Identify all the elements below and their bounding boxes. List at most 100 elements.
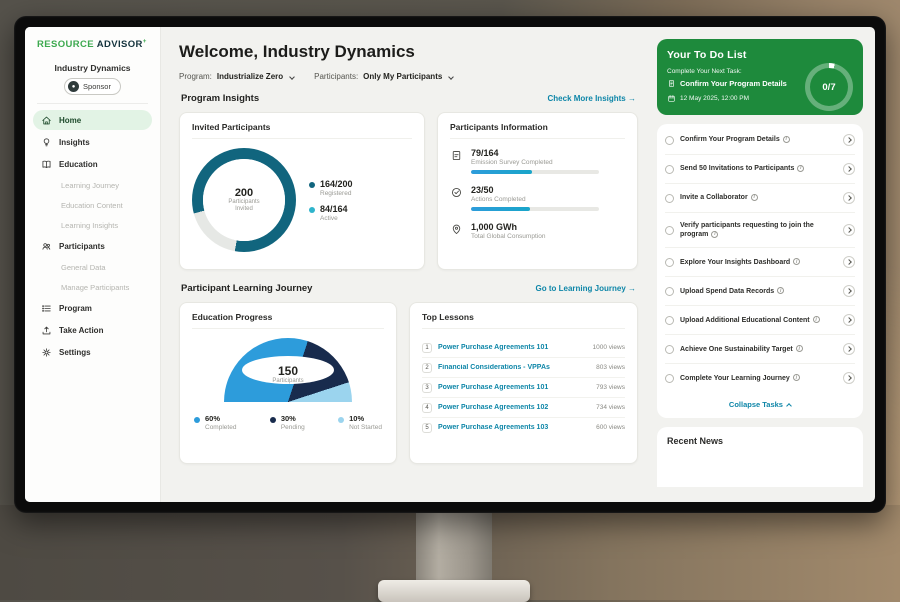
chevron-right-icon[interactable] <box>843 314 855 327</box>
recent-news-title: Recent News <box>667 436 724 447</box>
lesson-row[interactable]: 4 Power Purchase Agreements 102 734 view… <box>422 398 625 418</box>
sidebar-item-take-action[interactable]: Take Action <box>33 320 152 340</box>
task-checkbox[interactable] <box>665 373 674 383</box>
sidebar-item-learning-insights[interactable]: Learning Insights <box>61 220 119 230</box>
task-checkbox[interactable] <box>665 135 674 145</box>
task-row[interactable]: Explore Your Insights Dashboard <box>665 248 855 278</box>
program-insights-header: Program Insights Check More Insights → <box>181 93 636 104</box>
sponsor-badge[interactable]: ● Sponsor <box>64 78 121 96</box>
info-icon[interactable] <box>777 287 785 295</box>
check-more-insights-link[interactable]: Check More Insights → <box>547 94 636 103</box>
info-icon[interactable] <box>797 165 805 173</box>
stat-actions-completed: 23/50 Actions Completed <box>450 185 625 211</box>
sidebar-item-education[interactable]: Education <box>33 154 152 174</box>
sidebar-item-settings[interactable]: Settings <box>33 342 152 362</box>
task-row[interactable]: Invite a Collaborator <box>665 184 855 213</box>
invited-total-label: Participants Invited <box>228 198 260 213</box>
lesson-row[interactable]: 1 Power Purchase Agreements 101 1000 vie… <box>422 338 625 358</box>
chevron-right-icon[interactable] <box>843 372 855 385</box>
task-row[interactable]: Send 50 Invitations to Participants <box>665 155 855 184</box>
info-icon[interactable] <box>711 230 719 238</box>
task-row[interactable]: Confirm Your Program Details <box>665 126 855 155</box>
learning-cards-row: Education Progress 150 Participants 60% C… <box>179 302 638 464</box>
task-checkbox[interactable] <box>665 257 674 267</box>
lesson-title-link[interactable]: Power Purchase Agreements 103 <box>438 424 549 431</box>
sidebar-item-manage-participants[interactable]: Manage Participants <box>61 282 130 292</box>
go-to-learning-journey-link[interactable]: Go to Learning Journey → <box>535 284 636 293</box>
task-checkbox[interactable] <box>665 193 674 203</box>
lesson-title-link[interactable]: Power Purchase Agreements 102 <box>438 404 549 411</box>
sidebar-item-participants[interactable]: Participants <box>33 236 152 256</box>
program-dropdown[interactable]: Program: Industrialize Zero <box>179 72 295 81</box>
chevron-right-icon[interactable] <box>843 134 855 146</box>
info-icon[interactable] <box>795 345 803 353</box>
invited-participants-card: Invited Participants 200 Participants In… <box>179 112 425 270</box>
sidebar-item-learning-journey[interactable]: Learning Journey <box>61 180 119 190</box>
sidebar-item-home[interactable]: Home <box>33 110 152 131</box>
completed-value: 60% <box>205 414 221 423</box>
sidebar-divider <box>37 103 148 105</box>
info-icon[interactable] <box>793 258 801 266</box>
emission-survey-value: 79/164 <box>471 148 499 158</box>
task-checkbox[interactable] <box>665 344 674 354</box>
chevron-right-icon[interactable] <box>843 224 855 237</box>
task-row[interactable]: Verify participants requesting to join t… <box>665 213 855 249</box>
lightbulb-icon <box>43 138 50 146</box>
todo-title: Your To Do List <box>667 49 747 61</box>
info-icon[interactable] <box>812 316 820 324</box>
sidebar-item-education-content[interactable]: Education Content <box>61 200 123 210</box>
task-label: Upload Additional Educational Content <box>680 316 837 325</box>
lesson-title-link[interactable]: Power Purchase Agreements 101 <box>438 384 549 391</box>
invited-donut-center: 200 Participants Invited <box>203 159 285 241</box>
active-dot <box>309 206 315 213</box>
collapse-tasks-link[interactable]: Collapse Tasks <box>665 392 855 416</box>
info-icon[interactable] <box>792 374 800 382</box>
lesson-views: 803 views <box>596 364 625 371</box>
pending-value: 30% <box>280 414 296 423</box>
info-icon[interactable] <box>750 194 758 202</box>
task-row[interactable]: Complete Your Learning Journey <box>665 364 855 392</box>
registered-dot <box>309 181 315 188</box>
todo-next-task[interactable]: Confirm Your Program Details <box>667 79 807 88</box>
lesson-row[interactable]: 5 Power Purchase Agreements 103 600 view… <box>422 418 625 437</box>
task-row[interactable]: Upload Additional Educational Content <box>665 306 855 336</box>
program-insights-title: Program Insights <box>181 93 260 104</box>
chevron-right-icon[interactable] <box>843 256 855 269</box>
task-checkbox[interactable] <box>665 315 674 325</box>
check-circle-icon <box>451 187 462 198</box>
lesson-title-link[interactable]: Power Purchase Agreements 101 <box>438 344 549 351</box>
program-filter-value: Industrialize Zero <box>216 72 284 81</box>
arrow-right-icon: → <box>628 94 636 103</box>
legend-not-started: 10% Not Started <box>338 414 382 431</box>
pending-dot <box>269 417 276 423</box>
sponsor-icon: ● <box>68 81 80 93</box>
task-checkbox[interactable] <box>665 164 674 174</box>
chevron-right-icon[interactable] <box>843 285 855 298</box>
arrow-right-icon: → <box>628 284 636 293</box>
screen: RESOURCE ADVISOR+ Industry Dynamics ● Sp… <box>25 27 875 502</box>
task-checkbox[interactable] <box>665 225 674 235</box>
legend-completed: 60% Completed <box>194 414 236 431</box>
task-label: Complete Your Learning Journey <box>680 374 837 383</box>
monitor-stand-base <box>378 580 530 602</box>
lesson-row[interactable]: 2 Financial Considerations - VPPAs 803 v… <box>422 358 625 378</box>
lesson-rank: 2 <box>422 362 432 373</box>
sidebar-item-program[interactable]: Program <box>33 298 152 318</box>
lesson-title-link[interactable]: Financial Considerations - VPPAs <box>438 364 550 371</box>
legend-registered: 164/200 Registered <box>309 179 353 197</box>
task-row[interactable]: Upload Spend Data Records <box>665 277 855 307</box>
chevron-right-icon[interactable] <box>843 192 855 204</box>
info-icon[interactable] <box>782 136 790 144</box>
calendar-icon <box>668 95 675 102</box>
lesson-row[interactable]: 3 Power Purchase Agreements 101 793 view… <box>422 378 625 398</box>
chevron-right-icon[interactable] <box>843 163 855 175</box>
task-label: Achieve One Sustainability Target <box>680 345 837 354</box>
sidebar-item-insights[interactable]: Insights <box>33 132 152 152</box>
lessons-card-title: Top Lessons <box>422 312 625 329</box>
lesson-rank: 4 <box>422 402 432 413</box>
task-checkbox[interactable] <box>665 286 674 296</box>
chevron-right-icon[interactable] <box>843 343 855 356</box>
task-row[interactable]: Achieve One Sustainability Target <box>665 335 855 365</box>
sidebar-item-general-data[interactable]: General Data <box>61 262 106 272</box>
participants-dropdown[interactable]: Participants: Only My Participants <box>314 72 455 81</box>
